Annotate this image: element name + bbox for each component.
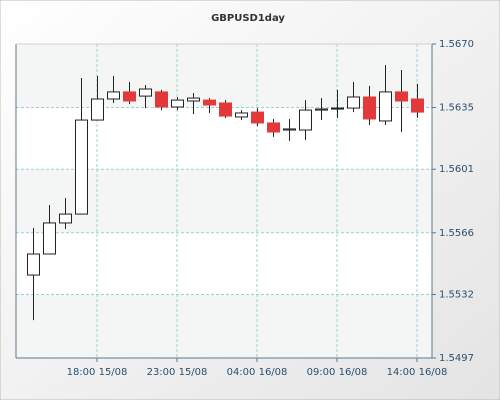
candle-body — [91, 98, 104, 121]
x-tick-label: 23:00 15/08 — [147, 367, 208, 378]
candle-body — [331, 107, 344, 110]
candle-body — [107, 91, 120, 100]
candle-body — [283, 128, 296, 131]
candle-body — [123, 91, 136, 102]
x-tick-label: 14:00 16/08 — [387, 367, 448, 378]
candle-body — [59, 213, 72, 224]
y-tick-label: 1.5497 — [439, 353, 474, 364]
candle-body — [395, 91, 408, 102]
candle-body — [155, 91, 168, 108]
y-tick-label: 1.5566 — [439, 228, 474, 239]
candle-body — [379, 91, 392, 122]
grid-band — [16, 294, 432, 358]
candle-body — [219, 102, 232, 117]
x-tick-label: 04:00 16/08 — [227, 367, 288, 378]
candle-body — [315, 108, 328, 111]
candle-body — [139, 88, 152, 97]
candle-body — [411, 98, 424, 113]
candle-body — [299, 109, 312, 131]
y-tick-label: 1.5601 — [439, 164, 474, 175]
candle-body — [203, 99, 216, 106]
candle-body — [267, 122, 280, 133]
candle-body — [363, 96, 376, 120]
candle-body — [171, 99, 184, 108]
candle-body — [27, 253, 40, 276]
chart-title: GBPUSD1day — [211, 13, 285, 24]
y-tick-label: 1.5670 — [439, 39, 474, 50]
y-tick-label: 1.5532 — [439, 289, 474, 300]
grid-band — [16, 44, 432, 108]
candle-body — [75, 119, 88, 215]
candle-body — [347, 96, 360, 109]
candle-body — [251, 111, 264, 124]
candle-body — [235, 112, 248, 118]
x-tick-label: 18:00 15/08 — [67, 367, 128, 378]
candle-body — [187, 97, 200, 102]
y-tick-label: 1.5635 — [439, 103, 474, 114]
x-tick-label: 09:00 16/08 — [307, 367, 368, 378]
candle-body — [43, 222, 56, 255]
